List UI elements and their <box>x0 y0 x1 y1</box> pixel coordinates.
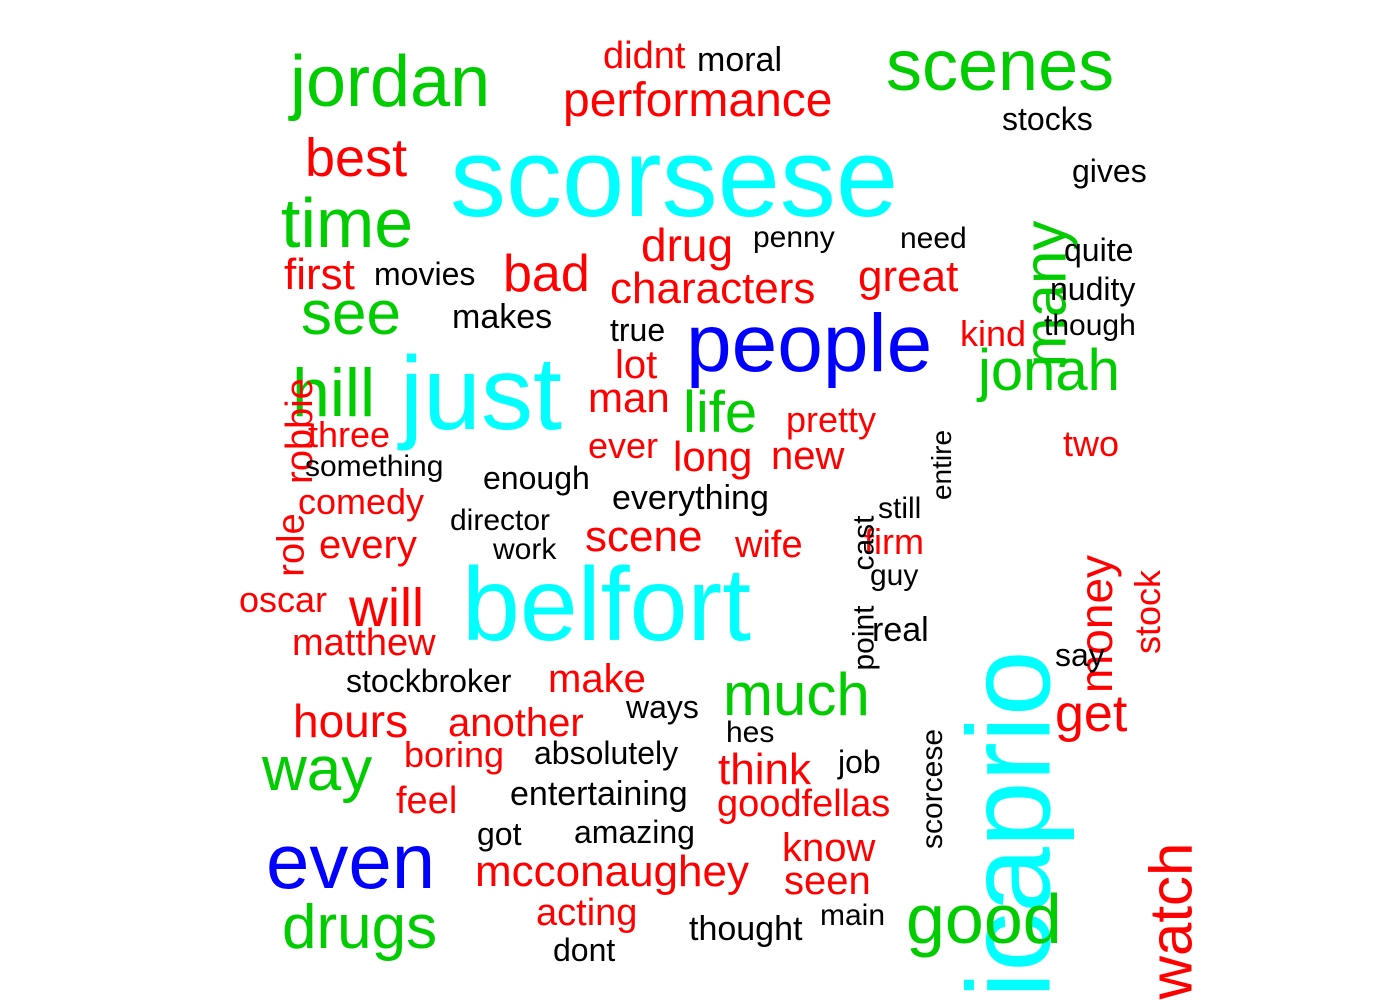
word-acting: acting <box>536 892 638 934</box>
word-life: life <box>683 380 758 445</box>
word-didnt: didnt <box>603 35 686 77</box>
word-true: true <box>610 312 666 348</box>
word-pretty: pretty <box>786 399 877 440</box>
word-makes: makes <box>452 298 553 336</box>
word-director: director <box>450 504 551 537</box>
word-guy: guy <box>870 559 919 592</box>
word-every: every <box>319 523 417 567</box>
word-absolutely: absolutely <box>534 735 679 771</box>
word-great: great <box>858 252 959 301</box>
word-people: people <box>686 298 933 389</box>
word-get: get <box>1055 685 1128 743</box>
word-quite: quite <box>1064 232 1134 268</box>
word-jonah: jonah <box>978 338 1120 403</box>
word-seen: seen <box>784 859 871 903</box>
word-firm: firm <box>864 521 924 562</box>
word-nudity: nudity <box>1050 271 1136 307</box>
word-another: another <box>448 701 584 745</box>
word-work: work <box>493 533 557 566</box>
word-everything: everything <box>612 479 769 517</box>
word-scorsese: scorsese <box>450 115 899 240</box>
word-wife: wife <box>735 524 803 566</box>
word-two: two <box>1063 423 1120 464</box>
word-entertaining: entertaining <box>510 775 688 813</box>
word-jordan: jordan <box>290 42 491 122</box>
word-amazing: amazing <box>574 814 695 850</box>
word-thought: thought <box>689 910 803 948</box>
word-hill: hill <box>292 355 376 431</box>
word-dont: dont <box>553 932 616 968</box>
word-scenes: scenes <box>886 26 1115 106</box>
word-just: just <box>400 336 562 452</box>
word-way: way <box>262 735 373 804</box>
word-entire: entire <box>926 429 958 501</box>
word-three: three <box>308 414 391 455</box>
word-say: say <box>1055 637 1105 673</box>
word-real: real <box>872 611 929 649</box>
word-ever: ever <box>588 425 659 466</box>
word-good: good <box>906 880 1062 958</box>
word-new: new <box>771 434 845 478</box>
word-bad: bad <box>503 245 590 303</box>
word-though: though <box>1044 309 1136 342</box>
word-think: think <box>718 745 811 794</box>
word-see: see <box>301 279 401 348</box>
word-matthew: matthew <box>292 622 436 664</box>
word-first: first <box>284 250 355 299</box>
word-scorcese: scorcese <box>916 728 950 850</box>
word-moral: moral <box>697 41 783 79</box>
word-drug: drug <box>641 219 734 271</box>
word-movies: movies <box>374 256 476 292</box>
word-still: still <box>878 492 922 525</box>
word-need: need <box>900 222 967 255</box>
word-man: man <box>588 374 670 421</box>
word-hes: hes <box>726 716 775 749</box>
word-role: role <box>270 512 313 577</box>
word-even: even <box>266 817 436 905</box>
word-will: will <box>349 578 424 638</box>
word-long: long <box>673 433 753 480</box>
word-make: make <box>548 657 646 701</box>
word-kind: kind <box>960 313 1027 354</box>
word-goodfellas: goodfellas <box>717 783 891 825</box>
word-main: main <box>820 899 886 932</box>
word-much: much <box>723 661 870 728</box>
word-best: best <box>305 128 408 188</box>
word-oscar: oscar <box>239 579 328 620</box>
word-mcconaughey: mcconaughey <box>475 847 749 896</box>
word-time: time <box>281 184 414 262</box>
word-performance: performance <box>563 74 833 127</box>
word-drugs: drugs <box>282 893 438 962</box>
word-feel: feel <box>396 780 458 822</box>
word-belfort: belfort <box>462 547 752 663</box>
word-something: something <box>305 450 444 483</box>
word-watch: watch <box>1136 842 1204 999</box>
word-scene: scene <box>585 512 703 561</box>
word-stock: stock <box>1127 569 1169 655</box>
word-got: got <box>477 816 522 852</box>
word-job: job <box>838 744 881 780</box>
word-enough: enough <box>483 460 590 496</box>
word-stockbroker: stockbroker <box>346 663 512 699</box>
word-gives: gives <box>1072 153 1147 189</box>
word-stocks: stocks <box>1002 101 1093 137</box>
word-comedy: comedy <box>298 481 425 522</box>
word-know: know <box>782 826 876 870</box>
word-lot: lot <box>615 343 658 387</box>
word-penny: penny <box>753 221 835 254</box>
word-boring: boring <box>404 734 505 775</box>
word-hours: hours <box>293 695 409 747</box>
word-characters: characters <box>610 264 816 313</box>
word-ways: ways <box>626 689 699 725</box>
